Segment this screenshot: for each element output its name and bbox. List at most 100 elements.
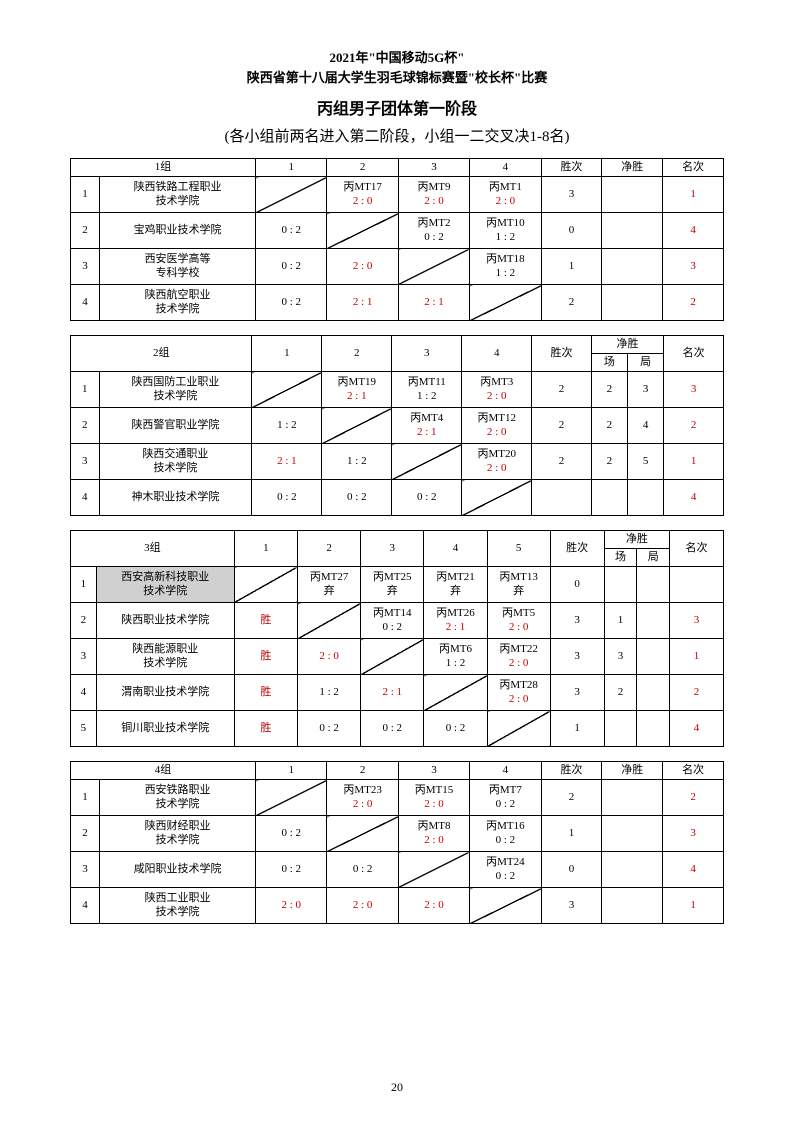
section-title: 丙组男子团体第一阶段 (70, 95, 724, 119)
team-name: 西安医学高等专科学校 (100, 249, 256, 285)
net-cell (602, 888, 663, 924)
match-cell: 2 : 0 (398, 888, 469, 924)
wins-cell: 2 (532, 408, 592, 444)
match-cell: 0 : 2 (392, 480, 462, 516)
net-ju-cell (637, 567, 670, 603)
match-code: 丙MT17 (327, 181, 397, 195)
subtitle: (各小组前两名进入第二阶段，小组一二交叉决1-8名) (70, 125, 724, 146)
match-cell: 丙MT13弃 (487, 567, 550, 603)
match-code: 丙MT21 (424, 571, 486, 585)
match-score: 2 : 0 (256, 899, 326, 913)
net-ju-head: 局 (637, 549, 670, 567)
net-chang-head: 场 (604, 549, 637, 567)
match-score: 0 : 2 (327, 863, 397, 877)
match-score: 2 : 0 (298, 650, 360, 664)
diagonal-cell (322, 408, 392, 444)
net-ju-cell (628, 480, 664, 516)
match-cell: 胜 (234, 639, 297, 675)
rank-cell: 2 (663, 285, 724, 321)
rank-cell: 4 (670, 711, 724, 747)
match-score: 0 : 2 (256, 827, 326, 841)
match-score: 0 : 2 (298, 722, 360, 736)
wins-cell: 0 (541, 852, 602, 888)
match-cell: 丙MT160 : 2 (470, 816, 541, 852)
net-chang-cell: 2 (591, 408, 627, 444)
row-index: 4 (71, 675, 97, 711)
team-name: 神木职业技术学院 (99, 480, 252, 516)
match-code: 丙MT4 (392, 412, 461, 426)
diagonal-cell (470, 888, 541, 924)
rank-cell: 4 (663, 852, 724, 888)
match-score: 0 : 2 (252, 491, 321, 505)
match-cell: 胜 (234, 711, 297, 747)
rank-cell: 2 (670, 675, 724, 711)
match-cell: 丙MT172 : 0 (327, 177, 398, 213)
match-score: 0 : 2 (392, 491, 461, 505)
match-cell: 胜 (234, 675, 297, 711)
match-score: 0 : 2 (256, 224, 326, 238)
net-chang-head: 场 (591, 354, 627, 372)
net-cell (602, 177, 663, 213)
match-code: 丙MT18 (470, 253, 540, 267)
match-code: 丙MT1 (470, 181, 540, 195)
rank-cell: 4 (664, 480, 724, 516)
diagonal-cell (470, 285, 541, 321)
team-name: 陕西铁路工程职业技术学院 (100, 177, 256, 213)
match-score: 2 : 1 (392, 426, 461, 440)
wins-cell: 1 (550, 711, 604, 747)
match-cell: 0 : 2 (322, 480, 392, 516)
net-head: 净胜 (604, 531, 670, 549)
group-table-2: 2组1234胜次净胜名次场局1陕西国防工业职业技术学院丙MT192 : 1丙MT… (70, 335, 724, 516)
group-name: 1组 (71, 159, 256, 177)
match-score: 2 : 0 (399, 834, 469, 848)
match-score: 胜 (235, 614, 297, 628)
net-chang-cell (591, 480, 627, 516)
wins-cell: 0 (550, 567, 604, 603)
match-code: 丙MT11 (392, 376, 461, 390)
rank-cell: 1 (663, 177, 724, 213)
net-ju-cell (637, 603, 670, 639)
col-head: 4 (470, 762, 541, 780)
diagonal-cell (361, 639, 424, 675)
match-cell: 丙MT52 : 0 (487, 603, 550, 639)
net-cell (602, 213, 663, 249)
col-head: 5 (487, 531, 550, 567)
rank-cell (670, 567, 724, 603)
match-cell: 丙MT25弃 (361, 567, 424, 603)
document-header: 2021年"中国移动5G杯" 陕西省第十八届大学生羽毛球锦标赛暨"校长杯"比赛 (70, 48, 724, 87)
rank-head: 名次 (663, 762, 724, 780)
net-ju-head: 局 (628, 354, 664, 372)
match-code: 丙MT16 (470, 820, 540, 834)
match-score: 0 : 2 (322, 491, 391, 505)
match-score: 胜 (235, 722, 297, 736)
match-cell: 丙MT122 : 0 (462, 408, 532, 444)
row-index: 2 (71, 408, 100, 444)
match-cell: 丙MT181 : 2 (470, 249, 541, 285)
match-score: 2 : 0 (462, 426, 531, 440)
match-score: 1 : 2 (424, 657, 486, 671)
wins-head: 胜次 (532, 336, 592, 372)
match-score: 2 : 0 (327, 195, 397, 209)
rank-cell: 1 (664, 444, 724, 480)
match-score: 0 : 2 (256, 260, 326, 274)
wins-cell: 3 (541, 888, 602, 924)
match-code: 丙MT26 (424, 607, 486, 621)
match-score: 2 : 0 (399, 195, 469, 209)
row-index: 2 (71, 603, 97, 639)
match-cell: 丙MT140 : 2 (361, 603, 424, 639)
match-cell: 丙MT111 : 2 (392, 372, 462, 408)
match-cell: 丙MT262 : 1 (424, 603, 487, 639)
match-score: 2 : 1 (252, 455, 321, 469)
net-chang-cell: 2 (591, 444, 627, 480)
net-ju-cell (637, 711, 670, 747)
match-score: 弃 (298, 585, 360, 599)
match-score: 1 : 2 (322, 455, 391, 469)
match-score: 1 : 2 (392, 390, 461, 404)
match-cell: 丙MT232 : 0 (327, 780, 398, 816)
col-head: 4 (462, 336, 532, 372)
match-score: 0 : 2 (470, 870, 540, 884)
match-code: 丙MT5 (488, 607, 550, 621)
net-chang-cell (604, 567, 637, 603)
match-score: 弃 (424, 585, 486, 599)
net-cell (602, 852, 663, 888)
